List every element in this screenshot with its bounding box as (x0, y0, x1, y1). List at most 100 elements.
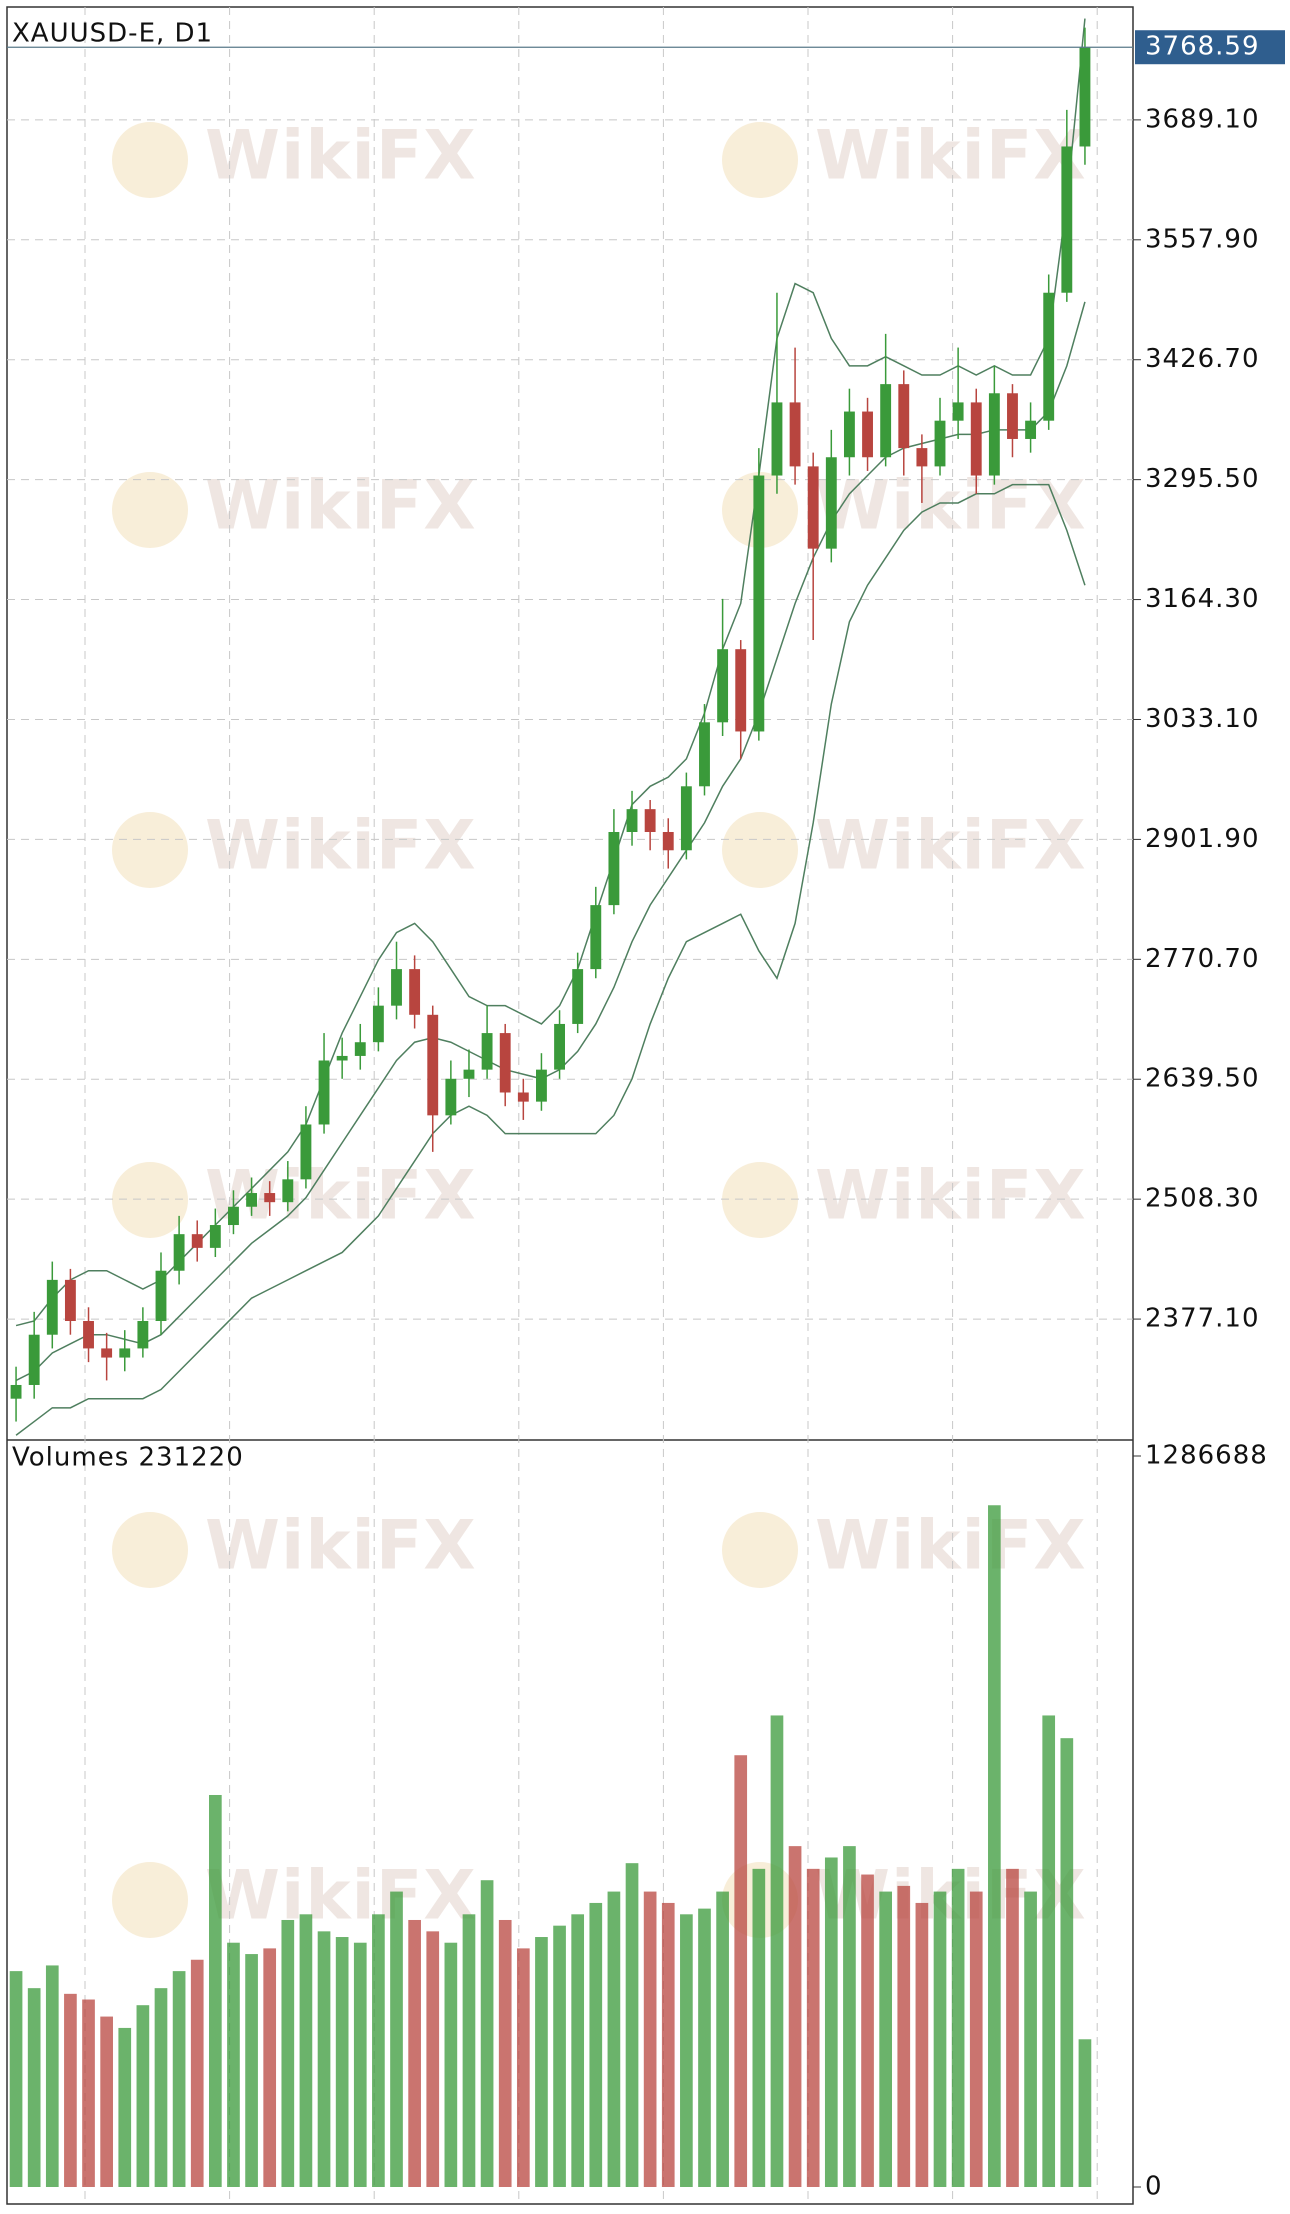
candle-body (445, 1078, 457, 1116)
candle-body (934, 420, 946, 467)
last-price-label: 3768.59 (1145, 32, 1260, 62)
volume-bar (45, 1965, 59, 2187)
candle-body (83, 1320, 94, 1349)
candle-body (898, 384, 910, 449)
y-tick-label: 2377.10 (1145, 1304, 1260, 1334)
watermark-logo (112, 122, 188, 198)
candle-body (608, 831, 620, 906)
volume-bar (788, 1846, 802, 2187)
plot (7, 18, 1133, 2187)
y-tick-label: 1286688 (1145, 1441, 1268, 1471)
y-tick-label: 2639.50 (1145, 1064, 1260, 1094)
candle-body (137, 1320, 149, 1349)
candle-body (336, 1055, 348, 1061)
candle-body (753, 475, 765, 732)
watermark-logo (112, 1512, 188, 1588)
volume-bar (752, 1868, 766, 2187)
candle-body (735, 649, 747, 732)
volume-bar (227, 1942, 240, 2187)
y-tick-label: 2508.30 (1145, 1184, 1260, 1214)
volume-bar (770, 1715, 784, 2187)
volume-bar (299, 1914, 313, 2187)
volume-bar (879, 1891, 892, 2187)
watermark: WikiFX (205, 117, 477, 196)
volume-bar (444, 1942, 458, 2187)
candle-body (228, 1206, 239, 1226)
bollinger-band (15, 18, 1086, 1327)
volume-bar (335, 1937, 349, 2187)
volume-bar (245, 1954, 258, 2187)
y-tick-label: 3426.70 (1145, 344, 1260, 374)
watermarks: WikiFX WikiFX WikiFX WikiFX WikiFX WikiFX Wiki… (112, 117, 1087, 1938)
candle-body (119, 1348, 131, 1358)
y-tick-label: 2770.70 (1145, 944, 1260, 974)
candle-body (64, 1279, 76, 1321)
frame (6, 6, 1134, 2205)
y-tick-label: 3033.10 (1145, 704, 1260, 734)
watermark-logo (722, 1512, 798, 1588)
candle-body (481, 1033, 493, 1070)
volume-bar (933, 1891, 947, 2187)
volume-bar (643, 1891, 657, 2187)
volume-bar (553, 1925, 566, 2187)
candle-body (282, 1179, 294, 1203)
volume-bar (100, 2016, 113, 2187)
watermark-logo (112, 1162, 188, 1238)
volume-bar (317, 1931, 331, 2187)
volume-bar (82, 1999, 95, 2187)
volume-bar (824, 1857, 838, 2187)
candle-body (554, 1023, 565, 1070)
volume-bar (680, 1914, 693, 2187)
volume-bar (426, 1931, 440, 2187)
watermark-logo (112, 812, 188, 888)
volume-bar (661, 1902, 675, 2187)
volume-bar (281, 1919, 295, 2187)
candle-body (789, 402, 801, 467)
candle-body (862, 411, 873, 458)
last-price-box (1135, 30, 1285, 65)
watermark-logo (112, 1862, 188, 1938)
volume-bar (861, 1874, 874, 2187)
volume-bar (607, 1891, 621, 2187)
y-tick-label: 3164.30 (1145, 584, 1260, 614)
volume-bar (1042, 1715, 1056, 2187)
y-tick-label: 3295.50 (1145, 464, 1260, 494)
volume-bar (589, 1902, 603, 2187)
volume-bar (806, 1868, 820, 2187)
volume-bar (480, 1880, 494, 2187)
volume-bar (698, 1908, 711, 2187)
volume-bar (462, 1914, 476, 2187)
volume-title: Volumes 231220 (12, 1443, 244, 1473)
candle-body (590, 905, 602, 970)
candle-body (173, 1234, 185, 1271)
candle-body (28, 1334, 40, 1385)
volume-bar (9, 1971, 23, 2187)
volume-bar (172, 1971, 186, 2187)
volume-bar (498, 1919, 512, 2187)
candle-body (1061, 146, 1073, 293)
volume-bar (209, 1794, 222, 2187)
watermark: WikiFX (815, 807, 1087, 886)
watermark: WikiFX (815, 467, 1087, 546)
volume-bar (897, 1885, 911, 2187)
candle-body (517, 1092, 529, 1102)
chart-title: XAUUSD-E, D1 (12, 19, 213, 49)
y-tick-label: 2901.90 (1145, 824, 1260, 854)
candle-body (717, 649, 729, 723)
candle-body (409, 969, 421, 1015)
candle-body (463, 1069, 475, 1079)
watermark-logo (112, 472, 188, 548)
candle-body (916, 448, 928, 467)
candle-body (880, 384, 892, 458)
candle-body (1079, 47, 1091, 147)
watermark: WikiFX (205, 1507, 477, 1586)
candle-body (1043, 292, 1055, 421)
candle-body (499, 1033, 511, 1093)
candle-body (644, 809, 656, 832)
volume-bar (915, 1902, 929, 2187)
candle-body (771, 402, 783, 476)
volume-bar (625, 1863, 639, 2187)
candle-body (10, 1384, 22, 1399)
candle-body (191, 1234, 203, 1248)
watermark-logo (722, 1162, 798, 1238)
